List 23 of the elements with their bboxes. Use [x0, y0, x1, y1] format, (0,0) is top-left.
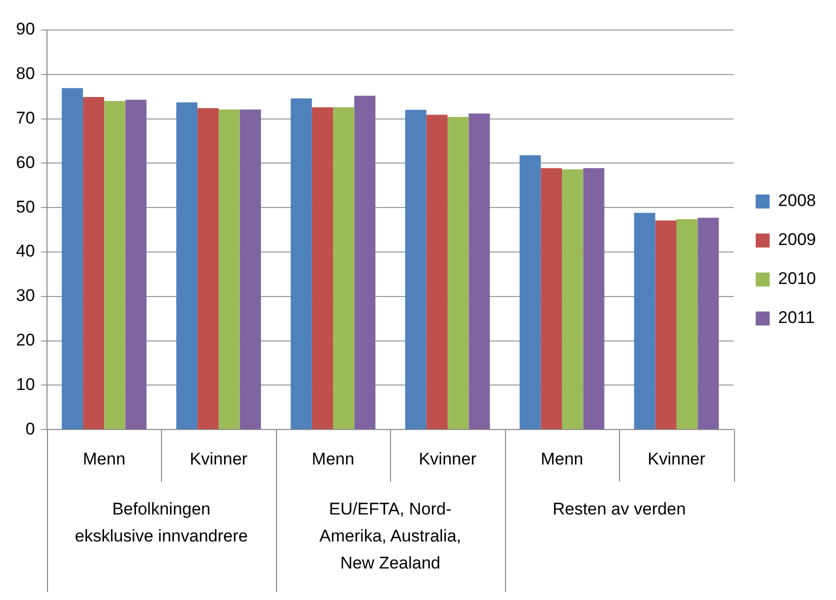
y-tick-label: 0: [25, 419, 35, 438]
y-tick-label: 60: [16, 152, 35, 172]
x-tick-label: Kvinner: [418, 449, 477, 468]
x-tick-label: Menn: [82, 449, 126, 468]
x-tick-label: Kvinner: [648, 449, 706, 468]
legend-label: 2010: [778, 269, 816, 288]
legend-label: 2011: [778, 308, 815, 328]
text: Befolkningen eksklusive innvandrere: [74, 499, 248, 546]
x-tick-label: Menn: [540, 449, 584, 468]
y-tick-label: 80: [16, 64, 35, 84]
legend-label: 2008: [778, 191, 816, 210]
y-tick-label: 90: [16, 20, 35, 39]
y-tick-label: 50: [16, 197, 35, 216]
y-tick-label: 70: [16, 108, 35, 128]
text: Resten av verden: [552, 499, 686, 518]
text: EU/EFTA, Nord-Amerika, Australia, New Zealand: [319, 499, 462, 572]
y-tick-label: 40: [16, 242, 35, 261]
y-tick-label: 30: [16, 286, 35, 306]
x-tick-label: Menn: [312, 449, 354, 468]
x-tick-label: Kvinner: [190, 449, 248, 468]
legend-label: 2009: [778, 230, 816, 250]
y-tick-label: 10: [16, 374, 35, 394]
y-tick-label: 20: [16, 330, 35, 350]
